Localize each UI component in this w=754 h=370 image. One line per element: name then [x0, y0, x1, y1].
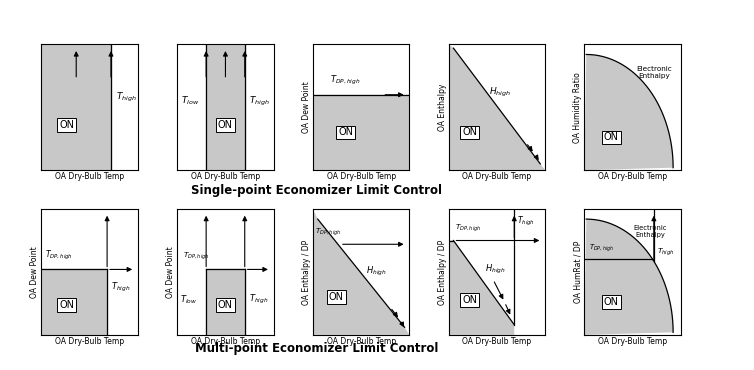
Text: $T_{DP,high}$: $T_{DP,high}$	[183, 250, 210, 262]
Text: Electronic
Enthalpy: Electronic Enthalpy	[636, 65, 672, 78]
Polygon shape	[449, 240, 514, 335]
X-axis label: OA Dry-Bulb Temp: OA Dry-Bulb Temp	[326, 337, 396, 346]
Text: $T_{low}$: $T_{low}$	[180, 95, 199, 107]
Text: ON: ON	[462, 295, 477, 305]
X-axis label: OA Dry-Bulb Temp: OA Dry-Bulb Temp	[598, 172, 667, 181]
Text: $T_{low}$: $T_{low}$	[180, 293, 198, 306]
Text: ON: ON	[604, 132, 619, 142]
X-axis label: OA Dry-Bulb Temp: OA Dry-Bulb Temp	[598, 337, 667, 346]
Y-axis label: OA Dew Point: OA Dew Point	[30, 246, 39, 298]
Text: ON: ON	[218, 120, 233, 130]
Y-axis label: OA Dew Point: OA Dew Point	[166, 246, 175, 298]
Text: Electronic
Enthalpy: Electronic Enthalpy	[633, 225, 667, 238]
X-axis label: OA Dry-Bulb Temp: OA Dry-Bulb Temp	[191, 337, 260, 346]
Y-axis label: OA Enthalpy / DP: OA Enthalpy / DP	[302, 239, 311, 305]
Text: $H_{high}$: $H_{high}$	[366, 265, 387, 279]
Polygon shape	[313, 209, 409, 335]
X-axis label: OA Dry-Bulb Temp: OA Dry-Bulb Temp	[326, 172, 396, 181]
Y-axis label: OA Humidity Ratio: OA Humidity Ratio	[573, 72, 582, 143]
X-axis label: OA Dry-Bulb Temp: OA Dry-Bulb Temp	[55, 337, 124, 346]
Y-axis label: OA Enthalpy / DP: OA Enthalpy / DP	[437, 239, 446, 305]
Text: ON: ON	[218, 300, 233, 310]
Text: $T_{high}$: $T_{high}$	[249, 293, 268, 306]
Text: $T_{DP,high}$: $T_{DP,high}$	[330, 74, 361, 87]
Polygon shape	[449, 44, 545, 170]
Text: $T_{high}$: $T_{high}$	[657, 246, 674, 258]
Polygon shape	[584, 219, 673, 335]
Y-axis label: OA Enthalpy: OA Enthalpy	[437, 84, 446, 131]
Text: $H_{high}$: $H_{high}$	[486, 263, 506, 276]
X-axis label: OA Dry-Bulb Temp: OA Dry-Bulb Temp	[462, 337, 532, 346]
Polygon shape	[584, 54, 673, 170]
Text: $T_{DP,high}$: $T_{DP,high}$	[589, 243, 615, 254]
Text: ON: ON	[59, 120, 74, 130]
Text: Multi-point Economizer Limit Control: Multi-point Economizer Limit Control	[195, 342, 438, 356]
Text: Single-point Economizer Limit Control: Single-point Economizer Limit Control	[192, 184, 442, 197]
Text: $T_{high}$: $T_{high}$	[116, 91, 136, 104]
Text: $T_{DP,high}$: $T_{DP,high}$	[315, 226, 342, 238]
Text: $T_{high}$: $T_{high}$	[517, 215, 535, 228]
Y-axis label: OA HumRat / DP: OA HumRat / DP	[573, 241, 582, 303]
X-axis label: OA Dry-Bulb Temp: OA Dry-Bulb Temp	[191, 172, 260, 181]
X-axis label: OA Dry-Bulb Temp: OA Dry-Bulb Temp	[462, 172, 532, 181]
Text: ON: ON	[59, 300, 74, 310]
X-axis label: OA Dry-Bulb Temp: OA Dry-Bulb Temp	[55, 172, 124, 181]
Text: $T_{DP,high}$: $T_{DP,high}$	[44, 249, 73, 262]
Text: ON: ON	[329, 292, 344, 302]
Text: $T_{DP,high}$: $T_{DP,high}$	[455, 223, 481, 234]
Text: $T_{high}$: $T_{high}$	[111, 280, 130, 294]
Y-axis label: OA Dew Point: OA Dew Point	[302, 81, 311, 133]
Text: ON: ON	[462, 127, 477, 138]
Text: $H_{high}$: $H_{high}$	[489, 85, 511, 99]
Text: $T_{high}$: $T_{high}$	[249, 94, 269, 108]
Text: ON: ON	[339, 127, 353, 138]
Text: ON: ON	[604, 297, 619, 307]
